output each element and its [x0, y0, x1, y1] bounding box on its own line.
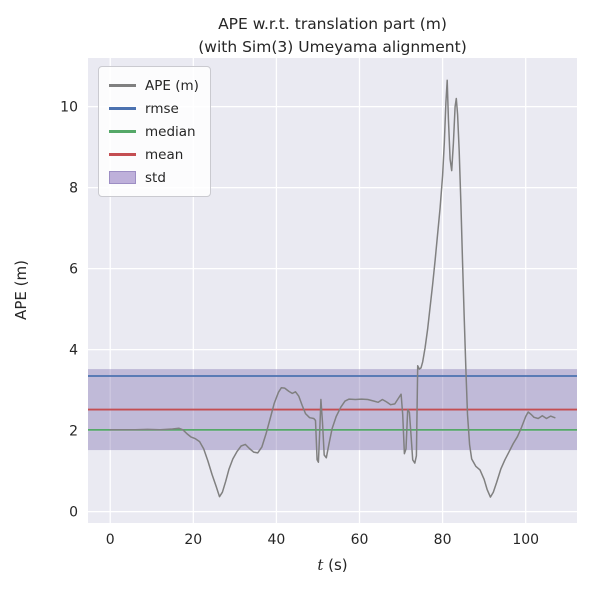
- x-axis-label: t (s): [88, 556, 577, 574]
- y-tick-label: 8: [69, 181, 78, 197]
- y-tick-label: 4: [69, 343, 78, 359]
- legend: APE (m) rmse median mean std: [98, 66, 211, 197]
- x-tick-label: 20: [184, 532, 202, 548]
- y-tick-label: 10: [60, 100, 78, 116]
- legend-swatch-rmse: [109, 107, 136, 110]
- legend-swatch-median: [109, 130, 136, 133]
- chart-title-line2: (with Sim(3) Umeyama alignment): [198, 38, 467, 57]
- x-tick-label: 40: [267, 532, 285, 548]
- y-tick-label: 0: [69, 505, 78, 521]
- x-tick-label: 80: [434, 532, 452, 548]
- legend-swatch-std: [109, 171, 136, 184]
- x-tick-label: 60: [351, 532, 369, 548]
- legend-label-std: std: [145, 169, 166, 186]
- legend-swatch-mean: [109, 153, 136, 156]
- x-axis-label-symbol: t: [317, 556, 324, 574]
- y-tick-label: 6: [69, 262, 78, 278]
- legend-label-mean: mean: [145, 146, 184, 163]
- legend-item-mean: mean: [109, 143, 199, 166]
- x-tick-label: 100: [512, 532, 539, 548]
- chart-title: APE w.r.t. translation part (m) (with Si…: [88, 13, 577, 60]
- legend-item-rmse: rmse: [109, 97, 199, 120]
- y-axis-label: APE (m): [12, 260, 30, 320]
- legend-item-median: median: [109, 120, 199, 143]
- legend-swatch-ape: [109, 84, 136, 87]
- legend-label-ape: APE (m): [145, 77, 199, 94]
- y-tick-label: 2: [69, 424, 78, 440]
- x-tick-label: 0: [106, 532, 115, 548]
- legend-item-std: std: [109, 166, 199, 189]
- chart-title-line1: APE w.r.t. translation part (m): [218, 15, 447, 33]
- legend-label-median: median: [145, 123, 196, 140]
- legend-label-rmse: rmse: [145, 100, 179, 117]
- legend-item-ape: APE (m): [109, 74, 199, 97]
- x-axis-label-unit: (s): [323, 556, 348, 574]
